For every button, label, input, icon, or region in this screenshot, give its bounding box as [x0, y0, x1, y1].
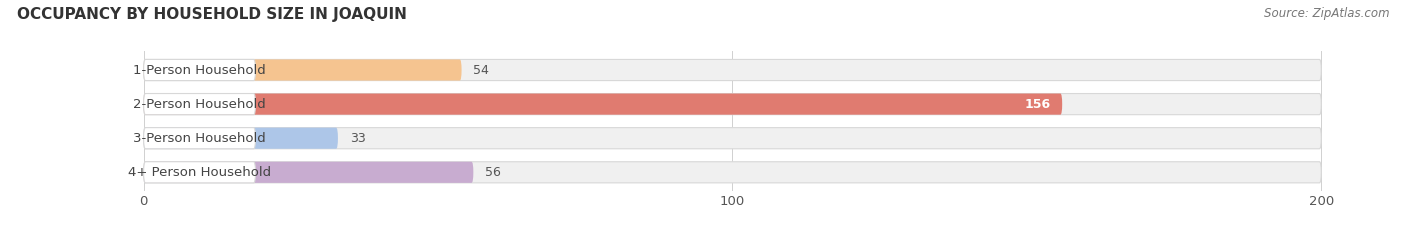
FancyBboxPatch shape: [143, 162, 1322, 183]
Text: 4+ Person Household: 4+ Person Household: [128, 166, 271, 179]
FancyBboxPatch shape: [143, 128, 256, 149]
FancyBboxPatch shape: [143, 162, 474, 183]
Text: 33: 33: [350, 132, 366, 145]
FancyBboxPatch shape: [143, 93, 256, 115]
Text: 156: 156: [1025, 98, 1050, 111]
FancyBboxPatch shape: [143, 93, 1062, 115]
FancyBboxPatch shape: [143, 59, 256, 81]
Text: 2-Person Household: 2-Person Household: [134, 98, 266, 111]
FancyBboxPatch shape: [143, 128, 1322, 149]
FancyBboxPatch shape: [143, 59, 1322, 81]
FancyBboxPatch shape: [143, 162, 256, 183]
Text: Source: ZipAtlas.com: Source: ZipAtlas.com: [1264, 7, 1389, 20]
Text: 56: 56: [485, 166, 501, 179]
Text: 54: 54: [474, 64, 489, 76]
FancyBboxPatch shape: [143, 59, 461, 81]
Text: OCCUPANCY BY HOUSEHOLD SIZE IN JOAQUIN: OCCUPANCY BY HOUSEHOLD SIZE IN JOAQUIN: [17, 7, 406, 22]
FancyBboxPatch shape: [143, 128, 337, 149]
FancyBboxPatch shape: [143, 93, 1322, 115]
Text: 3-Person Household: 3-Person Household: [134, 132, 266, 145]
Text: 1-Person Household: 1-Person Household: [134, 64, 266, 76]
